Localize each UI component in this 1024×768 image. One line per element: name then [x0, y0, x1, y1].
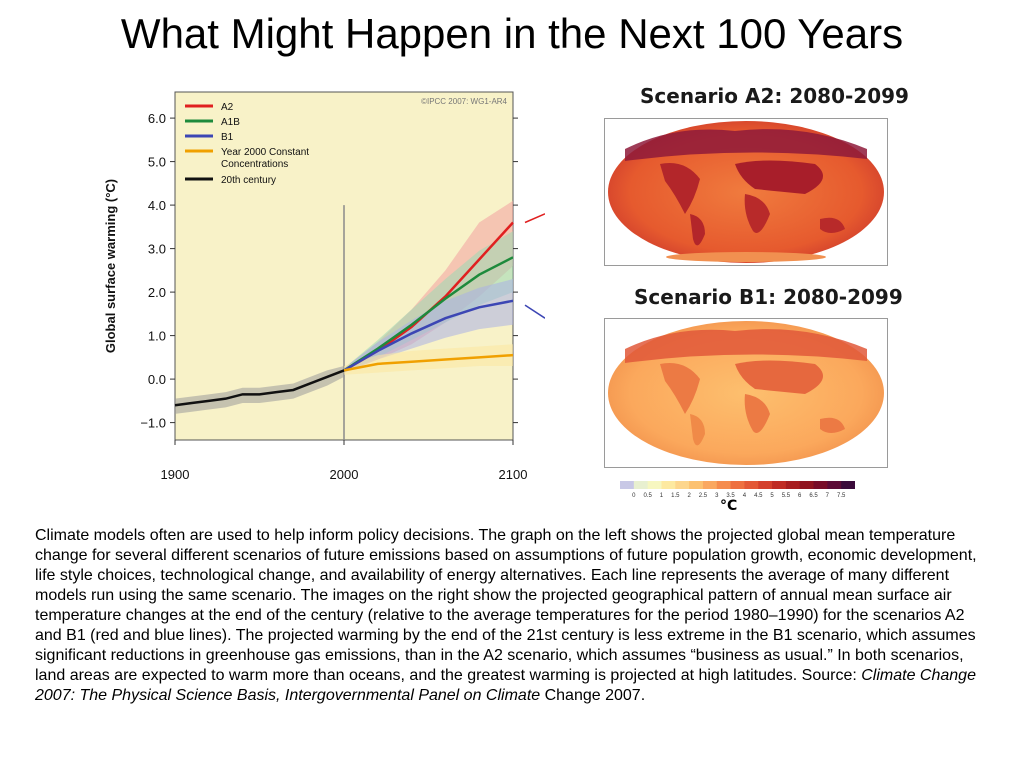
scenario-a2-map: [608, 121, 884, 263]
colorbar-tick: 5: [770, 493, 774, 498]
connector-b1: [524, 304, 545, 319]
x-tick-label: 1900: [161, 467, 190, 482]
legend-label: Year 2000 Constant: [221, 147, 309, 158]
colorbar-swatch: [716, 481, 732, 489]
map-b1-frame: [604, 318, 888, 468]
colorbar-tick: 4.5: [754, 493, 763, 498]
map-a2-title: Scenario A2: 2080-2099: [640, 84, 909, 108]
map-a2-frame: [604, 118, 888, 266]
legend-label: 20th century: [221, 175, 276, 186]
colorbar-tick: 7: [826, 493, 830, 498]
colorbar-tick: 0.5: [643, 493, 652, 498]
x-tick-label: 2100: [499, 467, 528, 482]
colorbar-tick: 3.5: [726, 493, 735, 498]
colorbar-swatch: [813, 481, 828, 489]
caption: Climate models often are used to help in…: [35, 526, 990, 706]
colorbar-swatch: [647, 481, 662, 489]
connector-a2: [524, 213, 545, 224]
series-year-2000-constant-concentrations: [343, 353, 514, 372]
legend-label: A2: [221, 102, 234, 113]
colorbar-tick: 1: [660, 493, 664, 498]
band-20th-century: [175, 366, 344, 414]
colorbar-tick: 2: [687, 493, 691, 498]
colorbar-swatch: [799, 481, 815, 489]
y-tick-label: 5.0: [148, 155, 166, 170]
caption-source-tail: Change 2007.: [540, 687, 646, 704]
y-tick-label: −1.0: [140, 416, 166, 431]
y-axis-label: Global surface warming (°C): [103, 179, 118, 353]
colorbar-swatch: [702, 481, 718, 489]
x-tick-label: 2000: [330, 467, 359, 482]
colorbar-tick: 2.5: [699, 493, 708, 498]
map-b1-title: Scenario B1: 2080-2099: [634, 285, 903, 309]
colorbar-unit: °C: [720, 498, 738, 514]
colorbar-swatch: [772, 481, 787, 489]
y-tick-label: 0.0: [148, 372, 166, 387]
colorbar-swatch: [675, 481, 690, 489]
legend-label: B1: [221, 132, 234, 143]
caption-source-title: Climate Change 2007: The Physical Scienc…: [35, 667, 976, 704]
band-a2: [344, 200, 513, 373]
colorbar-tick-labels: 0 0.5 1 1.5 2 2.5 3 3.5 4 4.5 5 5.5 6 6.5 7 7.5: [632, 493, 846, 498]
legend-label: A1B: [221, 117, 240, 128]
colorbar-swatch: [758, 481, 773, 489]
colorbar-tick: 1.5: [671, 493, 680, 498]
colorbar-swatch: [744, 481, 759, 489]
colorbar-tick: 5.5: [782, 493, 791, 498]
colorbar-swatch: [730, 481, 745, 489]
colorbar-swatch: [827, 481, 842, 489]
series-a1b: [343, 256, 514, 372]
y-tick-label: 3.0: [148, 242, 166, 257]
y-tick-label: 6.0: [148, 111, 166, 126]
slide-title: What Might Happen in the Next 100 Years: [120, 10, 904, 57]
colorbar-swatch: [633, 481, 649, 489]
y-tick-label: 4.0: [148, 198, 166, 213]
colorbar-swatch: [785, 481, 801, 489]
colorbar-tick: 6.5: [809, 493, 818, 498]
colorbar-swatch: [620, 481, 635, 489]
legend-label-line2: Concentrations: [221, 159, 288, 170]
colorbar-swatch: [689, 481, 704, 489]
colorbar-tick: 7.5: [837, 493, 846, 498]
colorbar-swatch: [661, 481, 676, 489]
colorbar-tick: 0: [632, 493, 636, 498]
y-tick-label: 2.0: [148, 285, 166, 300]
caption-body: Climate models often are used to help in…: [35, 527, 977, 684]
series-20th-century: [174, 369, 345, 407]
chart-watermark: ©IPCC 2007: WG1-AR4: [421, 97, 507, 106]
warming-line-chart: ©IPCC 2007: WG1-AR4 6.0 5.0 4.0 3.0 2.0 1.0 0.0…: [103, 91, 545, 482]
temperature-colorbar: [620, 481, 855, 489]
colorbar-tick: 6: [798, 493, 802, 498]
colorbar-tick: 3: [715, 493, 719, 498]
scenario-b1-map: [608, 321, 884, 465]
series-b1: [343, 299, 514, 372]
y-tick-label: 1.0: [148, 329, 166, 344]
colorbar-swatch: [841, 481, 855, 489]
colorbar-tick: 4: [743, 493, 747, 498]
